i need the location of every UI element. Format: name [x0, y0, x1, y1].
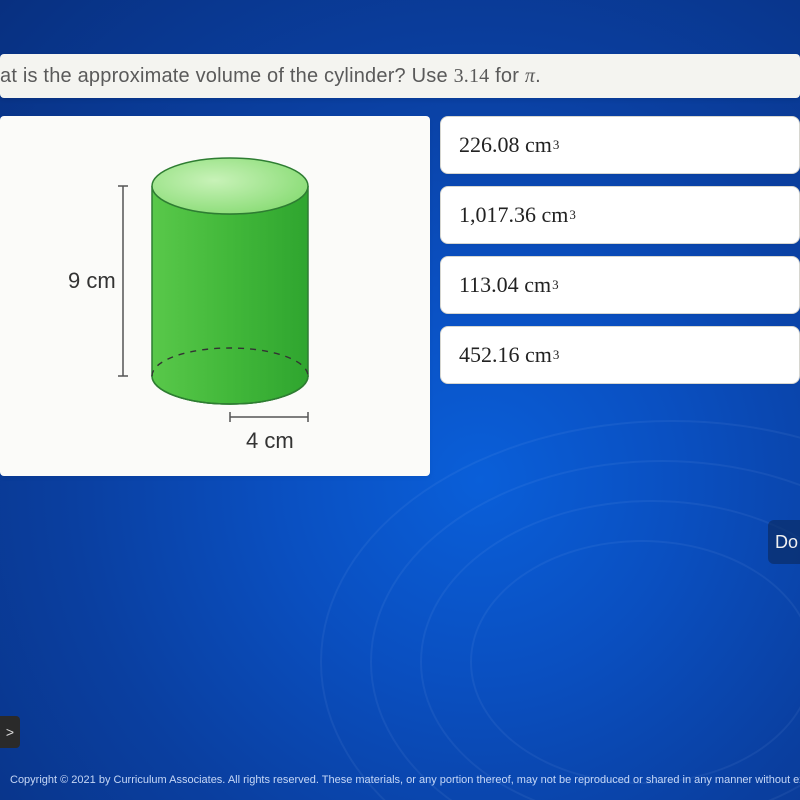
- answer-unit: cm: [525, 132, 552, 158]
- quiz-screen: at is the approximate volume of the cyli…: [0, 0, 800, 800]
- question-mid: for: [489, 65, 524, 87]
- question-prefix: at is the approximate volume of the cyli…: [0, 65, 454, 87]
- answer-choice-a[interactable]: 226.08 cm3: [440, 116, 800, 174]
- chevron-right-icon: >: [6, 724, 14, 740]
- bg-ripple: [470, 540, 800, 784]
- answer-choice-c[interactable]: 113.04 cm3: [440, 256, 800, 314]
- figure-panel: 9 cm 4 cm: [0, 116, 430, 476]
- nav-arrow-button[interactable]: >: [0, 716, 20, 748]
- answer-unit: cm: [542, 202, 569, 228]
- answer-value: 113.04: [459, 272, 519, 298]
- bg-ripple: [420, 500, 800, 800]
- copyright-text: Copyright © 2021 by Curriculum Associate…: [0, 774, 800, 786]
- height-label: 9 cm: [68, 268, 116, 293]
- answer-value: 1,017.36: [459, 202, 536, 228]
- question-text: at is the approximate volume of the cyli…: [0, 65, 541, 88]
- pi-symbol: π: [525, 65, 535, 87]
- bg-ripple: [320, 420, 800, 800]
- bg-ripple: [370, 460, 800, 800]
- answer-exp: 3: [569, 207, 576, 223]
- answer-value: 226.08: [459, 132, 520, 158]
- answer-value: 452.16: [459, 342, 520, 368]
- answer-exp: 3: [553, 347, 560, 363]
- answer-unit: cm: [524, 272, 551, 298]
- done-label: Do: [775, 532, 798, 553]
- answer-exp: 3: [553, 137, 560, 153]
- radius-label: 4 cm: [246, 428, 294, 453]
- question-suffix: .: [535, 65, 541, 87]
- cylinder-diagram: 9 cm 4 cm: [0, 116, 430, 476]
- answer-unit: cm: [525, 342, 552, 368]
- pi-value: 3.14: [454, 65, 490, 87]
- answer-choices: 226.08 cm3 1,017.36 cm3 113.04 cm3 452.1…: [440, 116, 800, 396]
- answer-exp: 3: [552, 277, 559, 293]
- answer-choice-d[interactable]: 452.16 cm3: [440, 326, 800, 384]
- answer-choice-b[interactable]: 1,017.36 cm3: [440, 186, 800, 244]
- question-bar: at is the approximate volume of the cyli…: [0, 54, 800, 98]
- done-button[interactable]: Do: [768, 520, 800, 564]
